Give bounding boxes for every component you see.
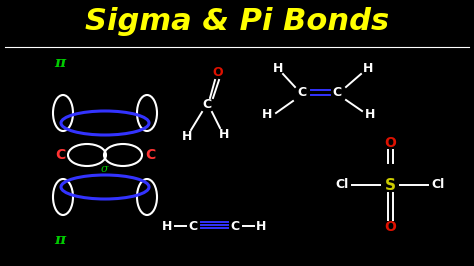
Text: C: C xyxy=(332,86,342,99)
Text: H: H xyxy=(162,219,172,232)
Text: Cl: Cl xyxy=(336,178,348,192)
Text: H: H xyxy=(273,61,283,74)
Text: H: H xyxy=(219,127,229,140)
Text: C: C xyxy=(55,148,65,162)
Text: H: H xyxy=(182,130,192,143)
Text: O: O xyxy=(213,66,223,80)
Text: π: π xyxy=(55,233,65,247)
Text: C: C xyxy=(145,148,155,162)
Text: H: H xyxy=(262,109,272,122)
Text: O: O xyxy=(384,220,396,234)
Text: S: S xyxy=(384,177,395,193)
Text: C: C xyxy=(298,86,307,99)
Text: C: C xyxy=(230,219,239,232)
Text: C: C xyxy=(189,219,198,232)
Text: H: H xyxy=(256,219,266,232)
Text: σ: σ xyxy=(101,164,109,174)
Text: Sigma & Pi Bonds: Sigma & Pi Bonds xyxy=(85,7,389,36)
Text: C: C xyxy=(202,98,211,111)
Text: π: π xyxy=(55,56,65,70)
Text: O: O xyxy=(384,136,396,150)
Text: Cl: Cl xyxy=(431,178,445,192)
Text: H: H xyxy=(365,109,375,122)
Text: H: H xyxy=(363,61,373,74)
